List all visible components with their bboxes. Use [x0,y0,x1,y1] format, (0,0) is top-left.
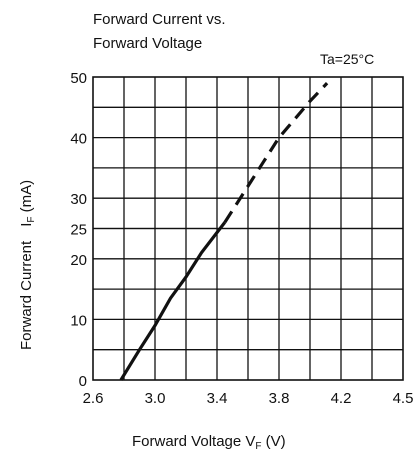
y-axis-label-symbol: I [18,223,35,227]
y-tick-label: 30 [70,191,87,208]
y-tick-label: 25 [70,222,87,239]
chart-title-line-2: Forward Voltage [93,35,202,52]
series-layer [119,82,329,381]
x-axis-label-subscript: F [255,441,261,452]
x-tick-labels: 2.6 3.0 3.4 3.8 4.2 4.5 [83,390,414,407]
y-tick-label: 40 [70,131,87,148]
x-tick-label: 2.6 [83,390,104,407]
y-axis-label-text: Forward Current [18,240,35,350]
x-tick-label: 3.4 [207,390,228,407]
y-axis-label-unit: (mA) [18,180,35,217]
y-axis-label: Forward Current IF (mA) [18,180,37,350]
y-tick-label: 50 [70,70,87,87]
x-axis-label-text: Forward Voltage V [132,433,255,450]
chart-title-line-1: Forward Current vs. [93,11,226,28]
x-axis-label-unit: (V) [262,433,286,450]
temperature-annotation: Ta=25°C [320,51,374,67]
plot-grid [93,77,403,380]
chart-title: Forward Current vs. Forward Voltage [93,11,226,52]
x-axis-label: Forward Voltage VF (V) [132,433,286,452]
x-tick-label: 3.8 [269,390,290,407]
y-axis-label-subscript: F [26,217,37,223]
plot-frame [92,76,404,381]
curve-dashed-segment [223,82,329,224]
x-tick-label: 4.5 [393,390,414,407]
y-tick-label: 10 [70,312,87,329]
y-tick-label: 20 [70,252,87,269]
y-tick-labels: 0 10 20 25 30 40 50 [70,70,87,390]
x-tick-label: 3.0 [145,390,166,407]
x-tick-label: 4.2 [331,390,352,407]
y-tick-label: 0 [79,373,87,390]
curve-solid-segment [119,221,227,381]
